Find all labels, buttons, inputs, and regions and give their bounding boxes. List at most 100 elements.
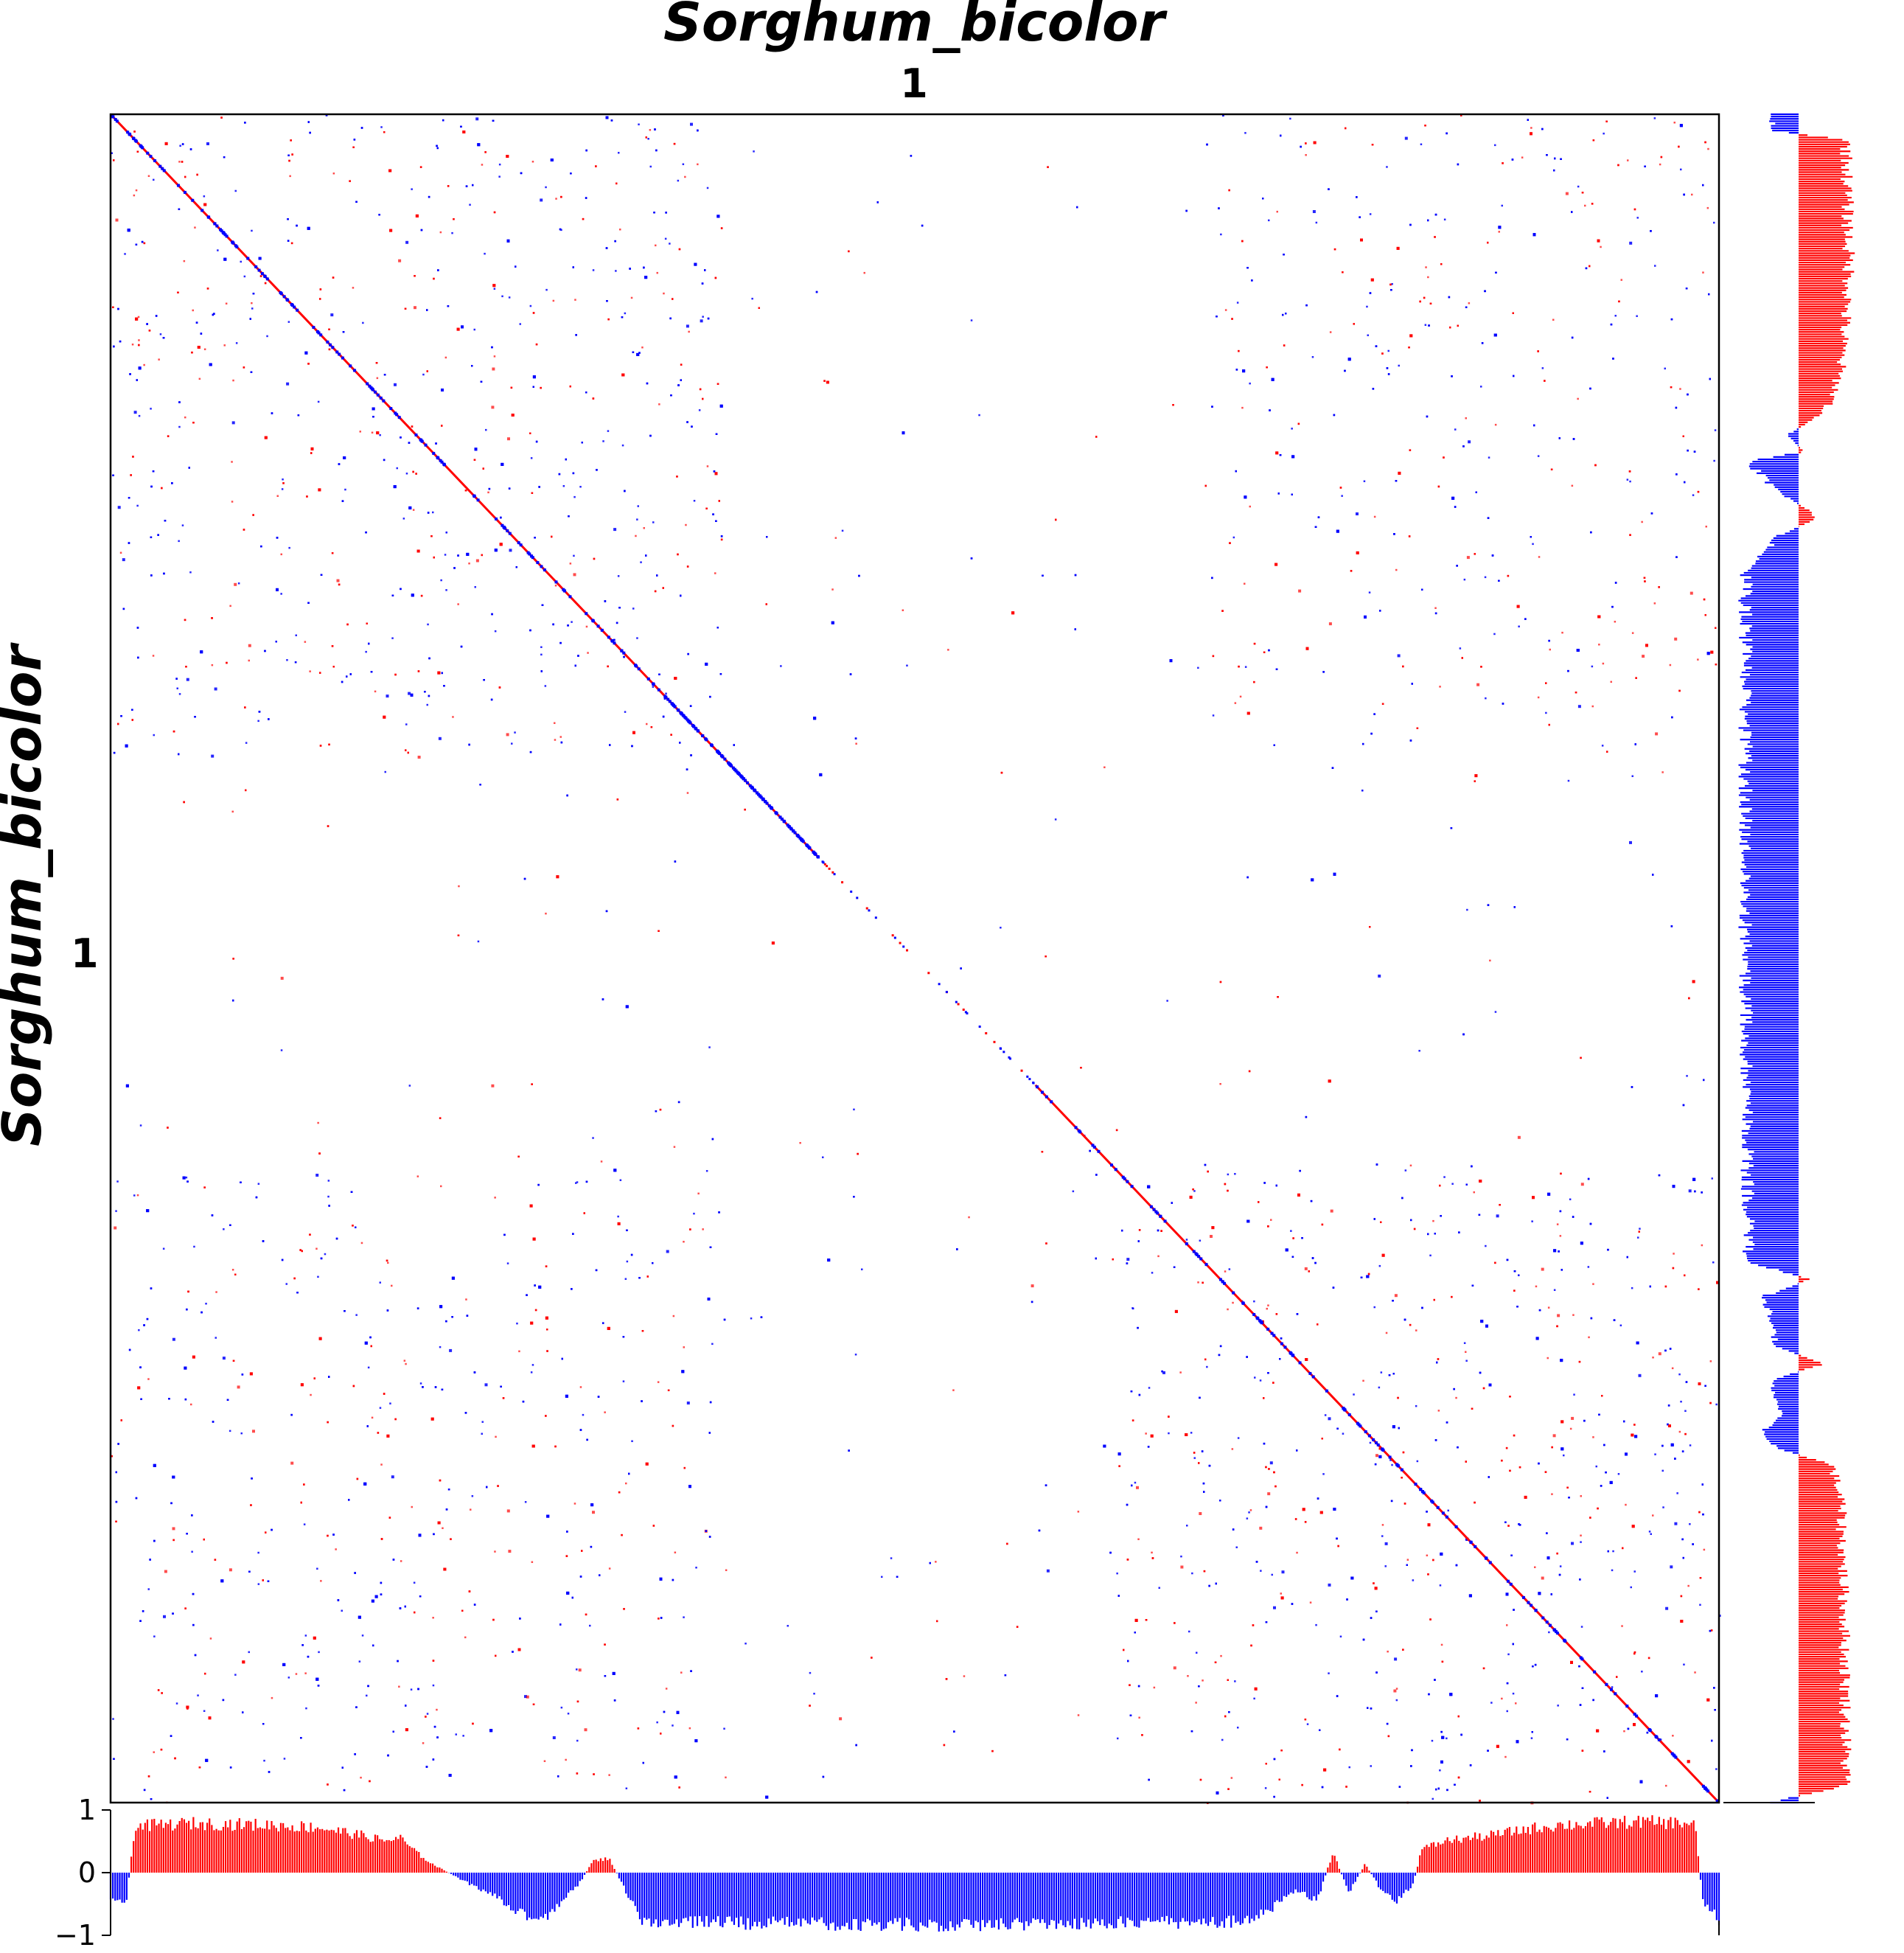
match-point [659, 1577, 663, 1581]
match-point [451, 231, 453, 234]
match-point [501, 295, 503, 298]
match-point [1291, 1603, 1294, 1605]
match-point [229, 1568, 232, 1572]
match-point [1670, 386, 1673, 389]
match-point [501, 462, 504, 466]
match-point [1432, 1219, 1434, 1222]
match-point [1589, 1517, 1591, 1519]
match-point [310, 447, 314, 450]
match-point [402, 518, 405, 520]
match-point [342, 331, 345, 333]
match-point [1709, 1402, 1712, 1404]
match-point [1356, 196, 1358, 198]
match-point [1197, 1281, 1199, 1284]
match-point [519, 323, 521, 325]
match-point [172, 1475, 175, 1479]
match-point [1380, 1371, 1383, 1374]
match-point [1626, 478, 1629, 481]
match-point [194, 226, 196, 229]
match-point [1203, 1570, 1206, 1573]
match-point [676, 1710, 680, 1714]
match-point [460, 125, 462, 128]
match-point [343, 1789, 346, 1792]
match-point [1465, 1360, 1468, 1362]
match-point [1434, 612, 1437, 615]
match-point [386, 694, 389, 698]
match-point [491, 613, 493, 616]
match-point [1138, 1393, 1141, 1396]
match-point [420, 229, 423, 231]
match-point [1550, 1593, 1552, 1595]
match-point [1541, 128, 1544, 130]
match-point [1558, 1573, 1561, 1576]
match-point [1336, 1427, 1339, 1430]
match-point [617, 1215, 619, 1218]
match-point [546, 1329, 548, 1331]
match-point [366, 622, 368, 624]
match-point [195, 321, 198, 324]
match-point [111, 1455, 113, 1458]
match-point [1449, 1693, 1453, 1696]
match-point [133, 130, 136, 133]
match-point [1374, 1587, 1378, 1590]
match-point [500, 1385, 502, 1388]
match-point [1631, 1525, 1635, 1528]
match-point [1450, 827, 1453, 829]
match-point [136, 627, 139, 629]
match-point [1313, 141, 1317, 145]
match-point [442, 1527, 444, 1529]
match-point [353, 139, 356, 141]
match-point [1080, 1067, 1082, 1069]
match-point [1134, 1481, 1137, 1484]
match-point [1274, 563, 1278, 566]
match-point [1710, 650, 1714, 654]
match-point [1432, 1797, 1434, 1800]
match-point [328, 348, 331, 351]
match-point [1130, 1390, 1133, 1393]
match-point [391, 1475, 394, 1479]
match-point [1488, 1476, 1490, 1478]
match-point [1158, 1587, 1160, 1589]
match-point [250, 1504, 252, 1506]
match-point [672, 1315, 675, 1317]
match-point [688, 330, 690, 333]
match-point [1047, 166, 1049, 168]
match-point [758, 307, 760, 309]
match-point [285, 1283, 287, 1285]
match-point [346, 623, 349, 626]
match-point [297, 414, 300, 417]
match-point [450, 1538, 452, 1540]
match-point [181, 143, 184, 145]
match-point [546, 1514, 550, 1518]
match-point [138, 1329, 140, 1331]
match-point [599, 1574, 601, 1576]
match-point [341, 1609, 343, 1612]
match-point [1661, 1469, 1664, 1472]
match-point [1659, 163, 1661, 166]
match-point [315, 1174, 319, 1177]
match-point [135, 317, 139, 321]
match-point [562, 485, 565, 487]
match-point [576, 1772, 579, 1775]
match-point [309, 1233, 311, 1236]
match-point [1618, 300, 1620, 303]
match-point [416, 1175, 419, 1177]
match-point [1248, 1511, 1250, 1514]
match-point [1532, 1196, 1535, 1200]
match-point [621, 444, 624, 447]
match-point [655, 244, 657, 247]
match-point [532, 1703, 535, 1705]
match-point [579, 1429, 582, 1431]
match-point [448, 1774, 452, 1777]
match-point [1437, 1358, 1440, 1360]
match-point [1524, 618, 1527, 620]
match-point [571, 1596, 573, 1599]
match-point [404, 307, 407, 310]
match-point [719, 404, 723, 408]
match-point [698, 409, 701, 411]
match-point [392, 1559, 395, 1561]
match-point [164, 520, 167, 522]
match-point [1333, 414, 1336, 417]
match-point [449, 1348, 453, 1352]
